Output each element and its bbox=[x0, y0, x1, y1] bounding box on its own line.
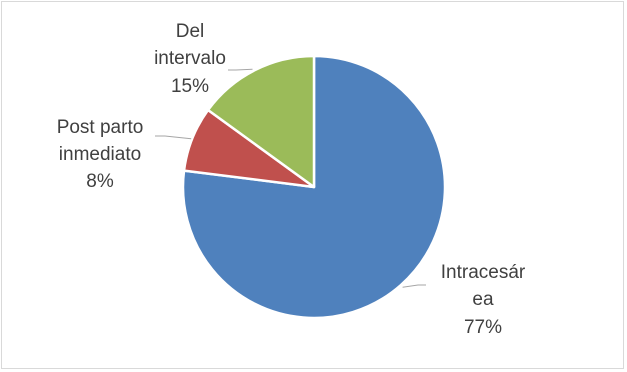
slice-label-intracesarea-line2: ea bbox=[472, 289, 494, 310]
leader-line-intracesarea bbox=[402, 284, 426, 288]
slice-percent-del-intervalo: 15% bbox=[171, 76, 209, 97]
slice-percent-intracesarea: 77% bbox=[464, 317, 502, 338]
slice-label-del-intervalo-line2: intervalo bbox=[154, 48, 226, 69]
slice-label-post-parto-line2: inmediato bbox=[59, 144, 141, 165]
slice-label-post-parto-line1: Post parto bbox=[57, 117, 144, 138]
slice-percent-post-parto: 8% bbox=[86, 171, 114, 192]
slice-label-del-intervalo-line1: Del bbox=[176, 21, 205, 42]
leader-line-del-intervalo bbox=[228, 68, 253, 71]
slice-intracesarea bbox=[181, 54, 447, 320]
slice-del-intervalo bbox=[206, 54, 316, 189]
leader-line-post-parto bbox=[155, 135, 192, 140]
slice-label-intracesarea-line1: Intracesár bbox=[441, 262, 526, 283]
